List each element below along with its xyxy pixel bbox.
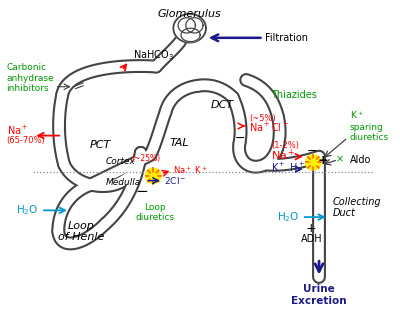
Text: 2Cl$^-$: 2Cl$^-$ bbox=[164, 175, 186, 186]
Text: Loop
of Henle: Loop of Henle bbox=[58, 221, 104, 242]
Text: (~25%): (~25%) bbox=[131, 154, 160, 163]
Text: Thiazides: Thiazides bbox=[271, 90, 317, 100]
Text: Na$^+$: Na$^+$ bbox=[6, 124, 28, 137]
Text: Na$^+$Cl$^-$: Na$^+$Cl$^-$ bbox=[249, 122, 289, 135]
Text: Filtration: Filtration bbox=[265, 33, 308, 43]
Text: TAL: TAL bbox=[170, 138, 189, 148]
Text: −: − bbox=[307, 145, 318, 158]
Text: ×: × bbox=[336, 155, 344, 165]
Circle shape bbox=[306, 155, 321, 170]
Text: (1-2%): (1-2%) bbox=[271, 141, 299, 150]
Text: ADH: ADH bbox=[300, 234, 322, 244]
Polygon shape bbox=[181, 28, 200, 42]
Text: H$_2$O: H$_2$O bbox=[278, 210, 300, 224]
Text: K$^+$
sparing
diuretics: K$^+$ sparing diuretics bbox=[350, 110, 389, 142]
Text: NaHCO$_3$: NaHCO$_3$ bbox=[133, 48, 174, 62]
Polygon shape bbox=[186, 18, 203, 33]
Text: Medulla: Medulla bbox=[105, 178, 140, 187]
Text: +: + bbox=[306, 222, 317, 235]
Text: Collecting
Duct: Collecting Duct bbox=[332, 197, 381, 218]
Text: Carbonic
anhydrase
inhibitors: Carbonic anhydrase inhibitors bbox=[6, 63, 54, 93]
Text: +: + bbox=[318, 154, 328, 167]
Text: DCT: DCT bbox=[211, 100, 234, 110]
Polygon shape bbox=[173, 14, 206, 42]
Text: Na$^+$: Na$^+$ bbox=[271, 148, 296, 163]
Text: Aldo: Aldo bbox=[350, 155, 371, 165]
Text: K$^+$ H$^+$: K$^+$ H$^+$ bbox=[271, 161, 305, 174]
Circle shape bbox=[146, 168, 161, 184]
Text: H$_2$O: H$_2$O bbox=[16, 203, 38, 217]
Text: Urine
Excretion: Urine Excretion bbox=[291, 284, 347, 306]
Text: (65-70%): (65-70%) bbox=[6, 136, 45, 145]
Text: Loop
diuretics: Loop diuretics bbox=[136, 203, 175, 222]
Text: (~5%): (~5%) bbox=[249, 114, 276, 123]
Text: PCT: PCT bbox=[90, 140, 111, 150]
Polygon shape bbox=[178, 18, 195, 33]
Text: Na$^+$ K$^+$: Na$^+$ K$^+$ bbox=[173, 164, 208, 176]
Text: −: − bbox=[235, 132, 246, 145]
Text: Glomerulus: Glomerulus bbox=[158, 9, 222, 19]
Text: −: − bbox=[135, 184, 148, 199]
Text: Cortex: Cortex bbox=[105, 157, 135, 166]
